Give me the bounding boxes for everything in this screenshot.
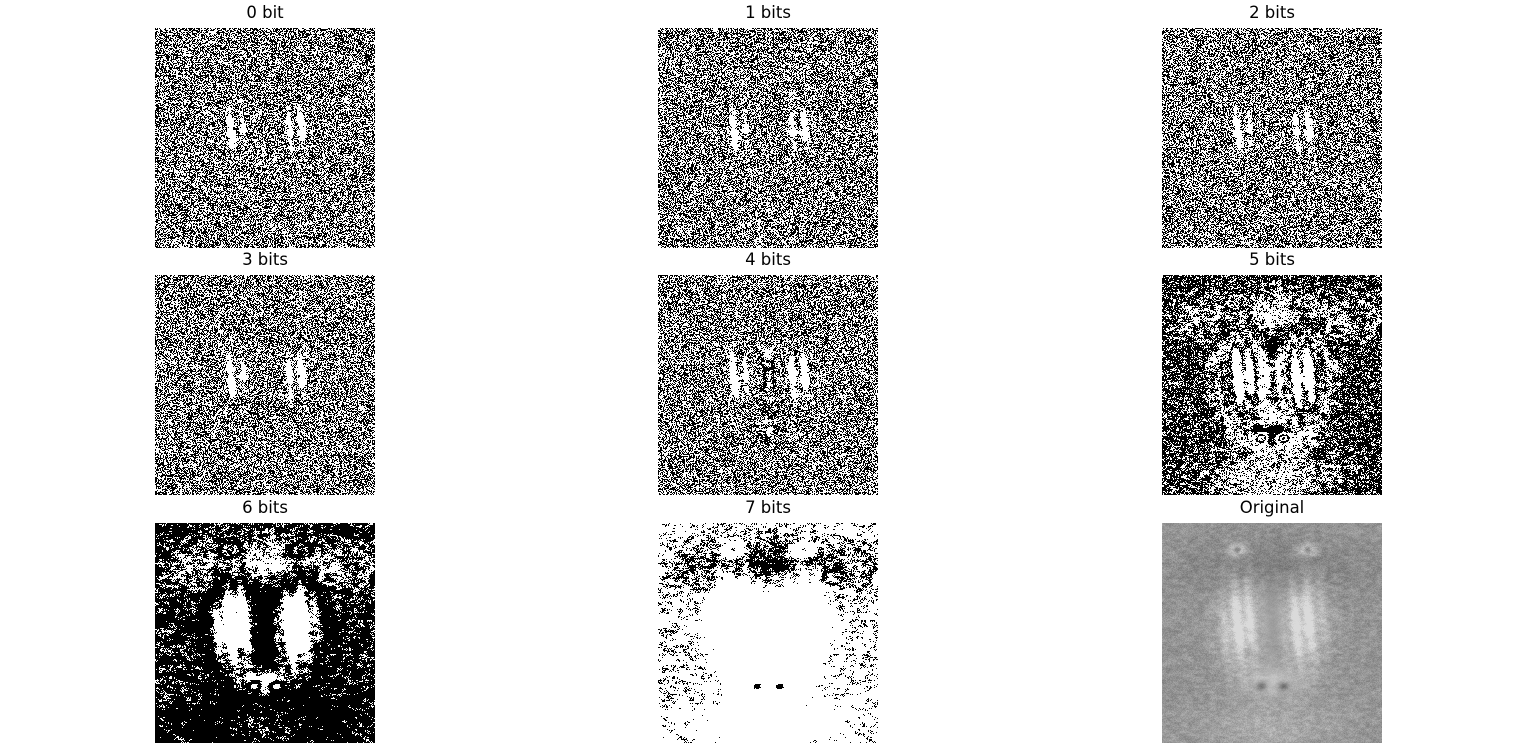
panel-title: 1 bits xyxy=(745,3,791,22)
bit-plane-1-image xyxy=(658,28,878,248)
bit-plane-6-image xyxy=(155,523,375,743)
original-image xyxy=(1162,523,1382,743)
panel-title: 0 bit xyxy=(246,3,284,22)
bit-plane-3-image xyxy=(155,275,375,495)
panel-title: Original xyxy=(1239,498,1305,517)
bit-plane-2-image xyxy=(1162,28,1382,248)
panel-title: 3 bits xyxy=(242,250,288,269)
bit-plane-0-image xyxy=(155,28,375,248)
panel-title: 4 bits xyxy=(745,250,791,269)
panel-title: 5 bits xyxy=(1249,250,1295,269)
panel-title: 6 bits xyxy=(242,498,288,517)
bit-plane-7-image xyxy=(658,523,878,743)
bit-plane-4-image xyxy=(658,275,878,495)
panel-title: 7 bits xyxy=(745,498,791,517)
bit-plane-5-image xyxy=(1162,275,1382,495)
panel-title: 2 bits xyxy=(1249,3,1295,22)
